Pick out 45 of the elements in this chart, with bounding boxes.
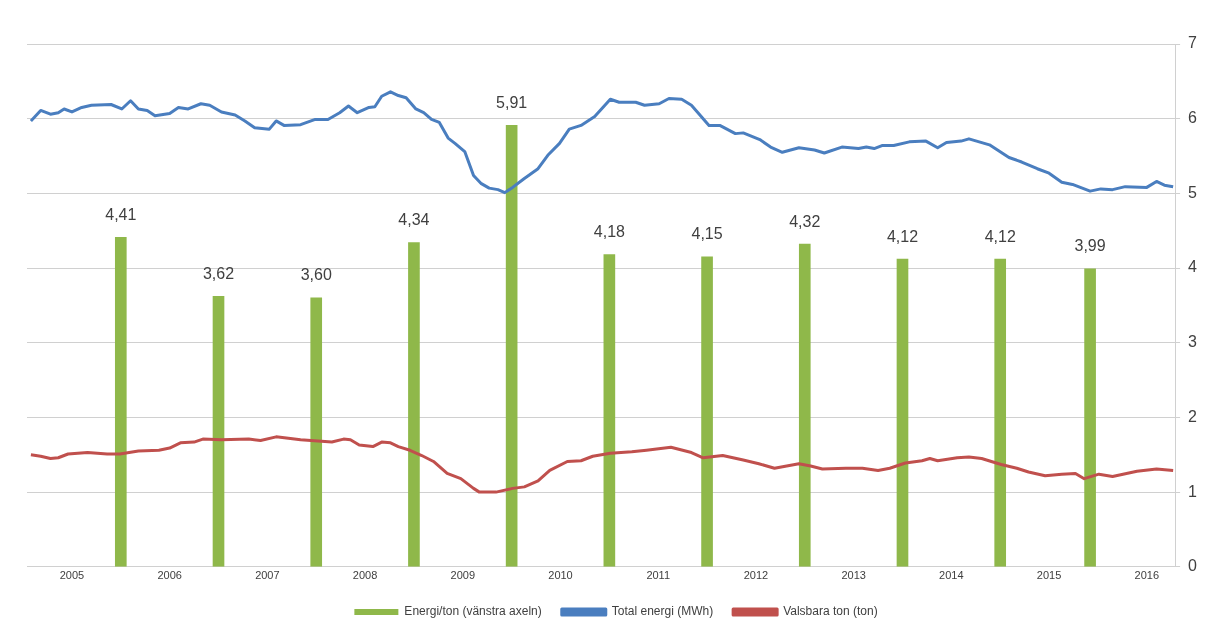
y-tick-label: 3 — [1188, 333, 1198, 351]
x-tick-label: 2013 — [841, 569, 866, 582]
x-tick-label: 2010 — [548, 569, 573, 582]
y-tick-label: 6 — [1188, 109, 1198, 127]
bar — [1084, 268, 1096, 567]
bar — [603, 254, 616, 567]
bar — [798, 243, 811, 567]
x-tick-label: 2012 — [743, 569, 769, 582]
data-label: 4,12 — [984, 227, 1016, 245]
y-tick-label: 2 — [1188, 407, 1198, 425]
bar — [114, 237, 127, 567]
data-label: 3,99 — [1074, 237, 1106, 255]
bar — [212, 296, 225, 567]
x-tick-label: 2007 — [255, 569, 280, 582]
x-tick-label: 2016 — [1134, 569, 1160, 582]
y-tick-label: 7 — [1188, 34, 1198, 52]
data-label: 4,32 — [789, 212, 821, 230]
bar — [505, 125, 518, 567]
data-label: 4,41 — [105, 205, 137, 223]
data-label: 4,15 — [691, 225, 723, 243]
x-tick-label: 2011 — [646, 569, 671, 582]
data-label: 3,62 — [202, 264, 235, 282]
y-tick-label: 0 — [1188, 557, 1198, 575]
bar — [310, 297, 323, 567]
x-tick-label: 2006 — [157, 569, 182, 582]
legend-label: Total energi (MWh) — [611, 604, 714, 619]
data-label: 3,60 — [300, 266, 332, 284]
data-label: 5,91 — [496, 93, 528, 111]
y-tick-label: 1 — [1188, 482, 1198, 500]
data-label: 4,34 — [398, 211, 430, 229]
bar — [994, 258, 1007, 567]
y-tick-label: 5 — [1188, 183, 1198, 201]
legend-label: Energi/ton (vänstra axeln) — [404, 604, 542, 619]
x-tick-label: 2015 — [1036, 569, 1062, 582]
bar — [408, 242, 420, 567]
legend-label: Valsbara ton (ton) — [783, 604, 878, 619]
bar — [896, 258, 909, 567]
x-tick-label: 2009 — [450, 569, 476, 582]
x-tick-label: 2005 — [59, 569, 85, 582]
data-label: 4,12 — [886, 227, 919, 245]
data-label: 4,18 — [593, 223, 626, 241]
x-tick-label: 2008 — [352, 569, 378, 582]
bar — [701, 256, 713, 567]
x-tick-label: 2014 — [939, 569, 964, 582]
y-tick-label: 4 — [1188, 258, 1198, 276]
